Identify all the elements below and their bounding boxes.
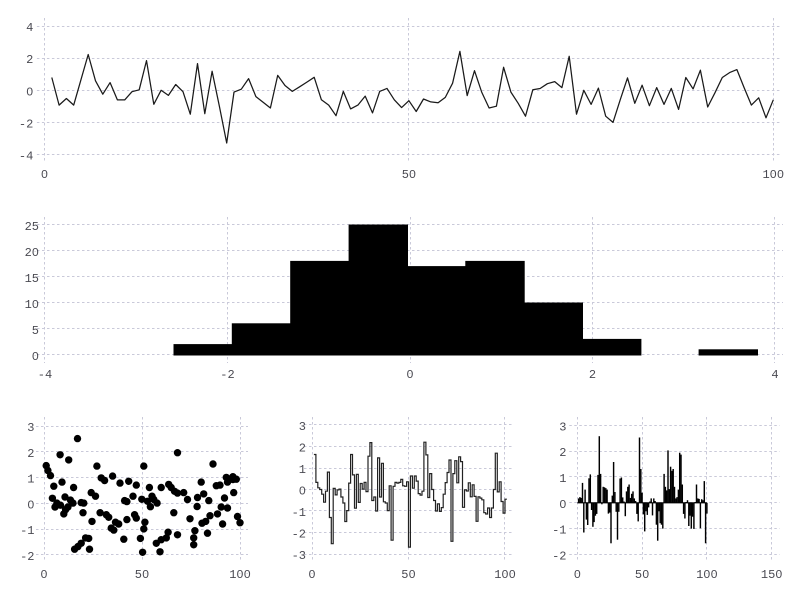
- svg-text:5: 5: [32, 324, 39, 338]
- svg-text:2: 2: [559, 446, 566, 460]
- svg-text:-2: -2: [220, 368, 234, 382]
- svg-text:25: 25: [25, 220, 39, 234]
- svg-text:4: 4: [26, 21, 33, 35]
- svg-text:-2: -2: [19, 117, 33, 131]
- svg-text:50: 50: [135, 568, 149, 582]
- svg-text:-2: -2: [552, 549, 566, 563]
- svg-text:50: 50: [635, 568, 649, 582]
- svg-text:1: 1: [559, 472, 566, 486]
- svg-text:2: 2: [27, 447, 34, 461]
- svg-text:1: 1: [27, 473, 34, 487]
- svg-text:2: 2: [299, 442, 306, 456]
- svg-text:-1: -1: [20, 524, 34, 538]
- svg-text:150: 150: [761, 568, 783, 582]
- svg-text:20: 20: [25, 246, 39, 260]
- svg-text:-3: -3: [292, 549, 306, 563]
- svg-text:50: 50: [402, 168, 416, 182]
- svg-text:-2: -2: [292, 528, 306, 542]
- svg-text:3: 3: [27, 421, 34, 435]
- svg-text:-1: -1: [292, 506, 306, 520]
- svg-text:4: 4: [771, 368, 778, 382]
- svg-text:2: 2: [26, 53, 33, 67]
- svg-text:-1: -1: [552, 524, 566, 538]
- svg-text:-4: -4: [19, 150, 33, 164]
- svg-text:3: 3: [559, 420, 566, 434]
- svg-text:10: 10: [25, 298, 39, 312]
- svg-text:2: 2: [589, 368, 596, 382]
- svg-text:3: 3: [299, 420, 306, 434]
- svg-text:-2: -2: [20, 550, 34, 564]
- svg-text:1: 1: [299, 463, 306, 477]
- svg-text:15: 15: [25, 272, 39, 286]
- svg-text:50: 50: [401, 568, 415, 582]
- svg-text:-4: -4: [38, 368, 52, 382]
